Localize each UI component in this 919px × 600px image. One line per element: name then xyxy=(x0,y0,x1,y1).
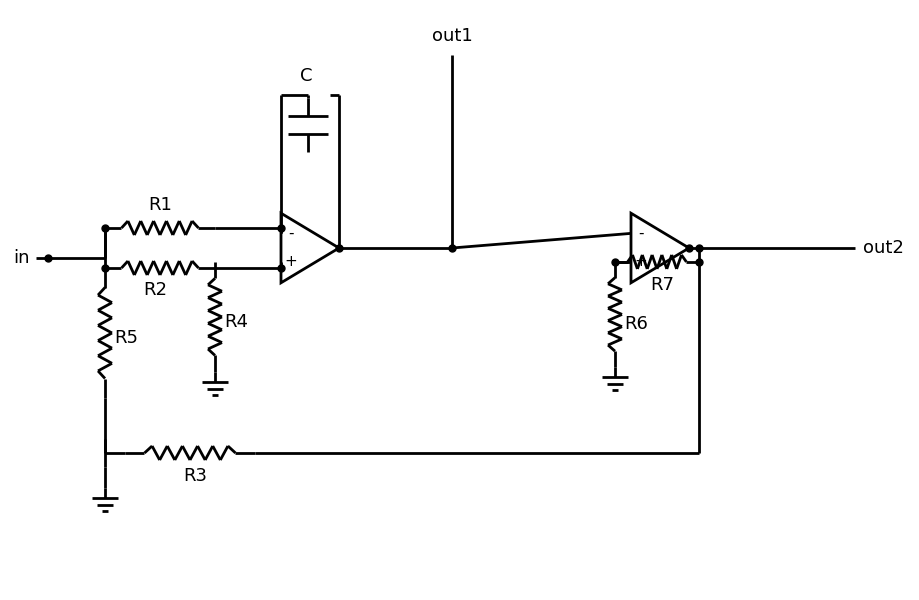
Text: R7: R7 xyxy=(650,276,674,294)
Text: +: + xyxy=(284,254,297,269)
Text: out1: out1 xyxy=(431,27,471,45)
Text: R2: R2 xyxy=(142,281,167,299)
Text: R3: R3 xyxy=(183,467,207,485)
Text: -: - xyxy=(638,226,643,241)
Text: in: in xyxy=(14,249,30,267)
Text: +: + xyxy=(634,254,647,269)
Text: -: - xyxy=(288,226,293,241)
Text: out2: out2 xyxy=(862,239,902,257)
Text: R1: R1 xyxy=(148,196,172,214)
Text: R4: R4 xyxy=(223,313,248,331)
Text: R5: R5 xyxy=(114,329,138,347)
Text: C: C xyxy=(300,67,312,85)
Text: R6: R6 xyxy=(623,316,647,334)
